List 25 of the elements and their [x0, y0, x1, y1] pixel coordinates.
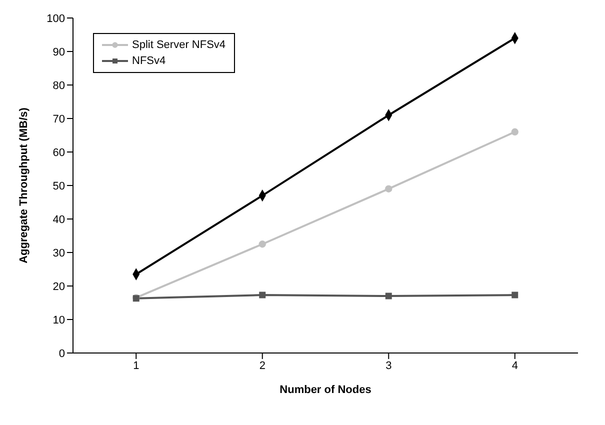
- legend-label: Split Server NFSv4: [132, 38, 226, 53]
- y-tick-label: 80: [52, 80, 65, 92]
- y-tick-label: 40: [52, 214, 65, 226]
- point: [385, 292, 392, 300]
- x-tick-label: 2: [259, 360, 266, 372]
- y-tick-label: 10: [52, 314, 65, 326]
- legend-label: NFSv4: [132, 54, 166, 69]
- y-tick-label: 30: [52, 247, 65, 260]
- x-tick-label: 4: [512, 360, 518, 372]
- x-axis-title: Number of Nodes: [280, 384, 372, 396]
- y-tick-label: 100: [46, 12, 65, 25]
- x-tick-label: 1: [133, 360, 140, 372]
- y-axis-title: Aggregate Throughput (MB/s): [18, 107, 30, 264]
- point: [511, 128, 518, 136]
- y-tick-label: 0: [58, 348, 65, 360]
- point: [258, 240, 266, 248]
- x-tick-label: 3: [386, 360, 392, 372]
- y-tick-label: 20: [52, 280, 65, 293]
- y-tick-label: 70: [52, 113, 65, 126]
- point: [259, 292, 266, 298]
- y-tick-label: 90: [52, 46, 65, 58]
- point: [385, 185, 392, 192]
- point: [512, 292, 518, 298]
- y-tick-label: 60: [52, 146, 65, 159]
- y-tick-label: 50: [52, 180, 65, 192]
